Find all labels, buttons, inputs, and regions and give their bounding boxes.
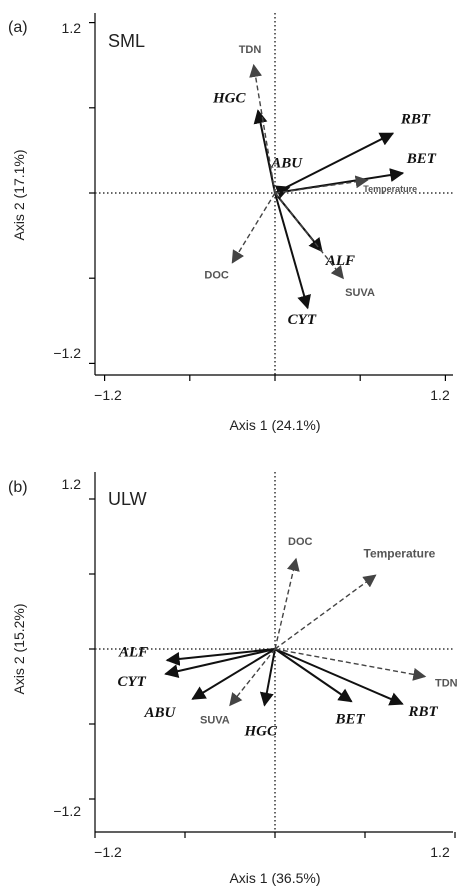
panel-letter: (b) <box>8 479 28 496</box>
vector-doc <box>231 192 276 264</box>
vector-label-rbt: RBT <box>400 111 431 127</box>
x-axis-title: Axis 1 (36.5%) <box>229 870 320 886</box>
vector-hgc <box>253 109 276 194</box>
vector-rbt <box>274 132 395 194</box>
vector-label-abu: ABU <box>270 155 303 171</box>
x-tick-right: 1.2 <box>430 844 450 860</box>
vector-hgc <box>259 648 276 707</box>
x-tick-left: −1.2 <box>94 844 122 860</box>
vector-label-tdn: TDN <box>239 44 262 56</box>
vector-label-cyt: CYT <box>118 674 147 690</box>
vector-cyt <box>164 648 276 679</box>
chart-title: SML <box>108 31 145 51</box>
x-tick-left: −1.2 <box>94 387 122 403</box>
vector-label-hgc: HGC <box>212 91 247 107</box>
vector-label-abu: ABU <box>144 705 177 721</box>
vector-label-doc: DOC <box>204 270 229 282</box>
vector-cyt <box>274 192 311 310</box>
vector-label-cyt: CYT <box>288 312 317 328</box>
chart-title: ULW <box>108 489 147 509</box>
biplot-svg-b: (b) ULW 1.2 −1.2 −1.2 1.2 Axis 1 (36.5%)… <box>8 472 457 886</box>
vector-tdn <box>249 63 276 194</box>
x-tick-right: 1.2 <box>430 387 450 403</box>
panel-a: (a) SML 1.2 −1.2 −1.2 1.2 Axis 1 (24.1%)… <box>0 0 457 440</box>
vector-suva <box>229 648 276 707</box>
vector-bet <box>274 648 353 703</box>
vector-label-tdn: TDN <box>435 678 457 690</box>
vector-bet <box>274 168 405 194</box>
y-axis-title: Axis 2 (17.1%) <box>11 149 27 240</box>
vector-rbt <box>274 648 404 706</box>
vector-label-temperature: Temperature <box>364 546 436 560</box>
vector-abu <box>191 648 276 700</box>
y-tick-bottom: −1.2 <box>53 345 81 361</box>
vector-label-doc: DOC <box>288 536 313 548</box>
y-tick-top: 1.2 <box>62 476 82 492</box>
panel-b: (b) ULW 1.2 −1.2 −1.2 1.2 Axis 1 (36.5%)… <box>0 444 457 888</box>
vector-label-rbt: RBT <box>408 704 439 720</box>
panel-letter: (a) <box>8 19 28 36</box>
vector-label-alf: ALF <box>118 644 148 660</box>
vector-label-suva: SUVA <box>345 287 375 299</box>
vector-alf <box>165 648 276 666</box>
y-axis-title: Axis 2 (15.2%) <box>11 603 27 694</box>
vector-doc <box>274 557 300 650</box>
vector-label-suva: SUVA <box>200 714 230 726</box>
y-tick-bottom: −1.2 <box>53 803 81 819</box>
vector-suva <box>274 192 344 280</box>
vector-label-bet: BET <box>335 712 366 728</box>
y-tick-top: 1.2 <box>62 20 82 36</box>
vector-label-bet: BET <box>406 151 437 167</box>
vector-label-temperature: Temperature <box>363 184 417 194</box>
biplot-svg-a: (a) SML 1.2 −1.2 −1.2 1.2 Axis 1 (24.1%)… <box>8 13 453 433</box>
vector-label-hgc: HGC <box>244 723 279 739</box>
vector-label-alf: ALF <box>325 253 355 269</box>
x-axis-title: Axis 1 (24.1%) <box>229 417 320 433</box>
vector-temperature <box>274 574 377 650</box>
vector-tdn <box>274 648 427 681</box>
